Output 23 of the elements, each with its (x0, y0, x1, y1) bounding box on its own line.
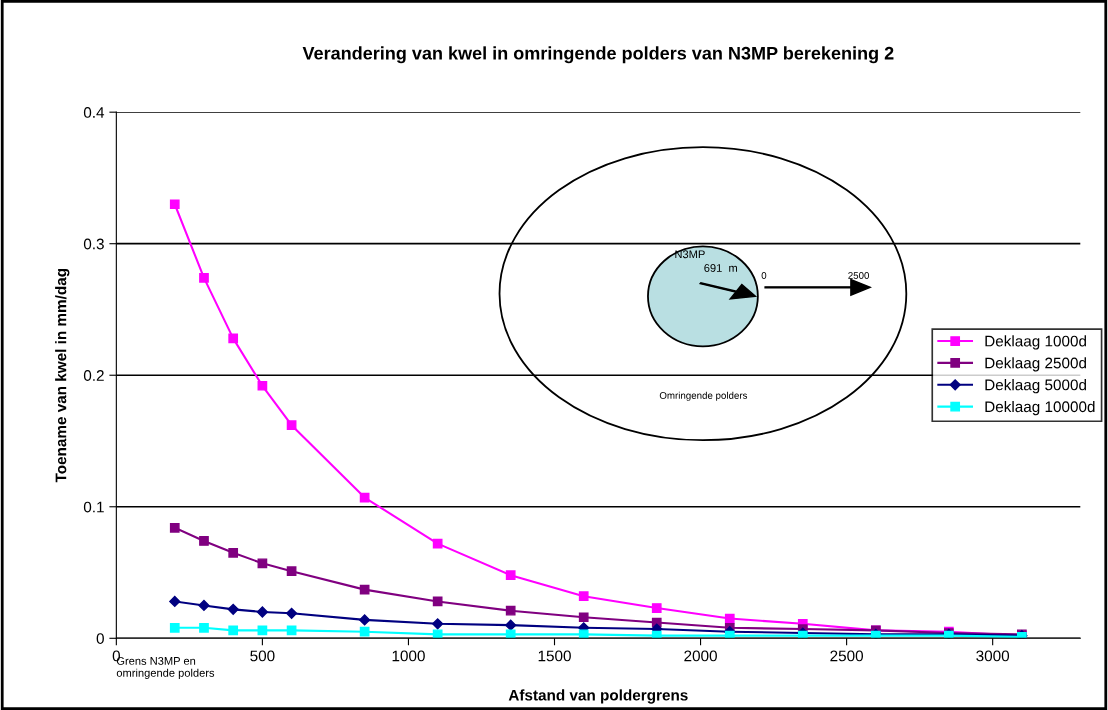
y-tick-label: 0.1 (83, 501, 104, 513)
x-tick-label: 3000 (976, 650, 1010, 662)
x-tick-label: 500 (250, 650, 275, 662)
legend-label: Deklaag 1000d (985, 335, 1086, 350)
y-tick-label: 0.3 (83, 238, 104, 250)
annotation: Omringende polders (659, 391, 748, 401)
y-axis-title: Toename van kwel in mm/dag (55, 268, 70, 483)
y-tick-label: 0.2 (83, 370, 104, 381)
chart-title: Verandering van kwel in omringende polders van N3MP berekening 2 (302, 46, 894, 64)
annotation: N3MP (675, 250, 705, 259)
y-tick-label: 0.4 (83, 107, 105, 118)
x-axis-title: Afstand van poldergrens (508, 689, 688, 704)
annotation: 691 m (704, 264, 737, 272)
annotation: 0 (761, 272, 767, 279)
x-tick-label: 2000 (684, 650, 717, 662)
y-tick-label: 0 (96, 633, 104, 644)
legend-label: Deklaag 10000d (985, 400, 1095, 416)
x-tick-label: 1000 (392, 650, 425, 662)
legend-label: Deklaag 2500d (985, 357, 1086, 372)
annotation: 2500 (848, 272, 870, 279)
x-tick-label: 2500 (830, 650, 864, 662)
legend-label: Deklaag 5000d (985, 379, 1086, 394)
x-tick-label: 1500 (538, 650, 571, 662)
